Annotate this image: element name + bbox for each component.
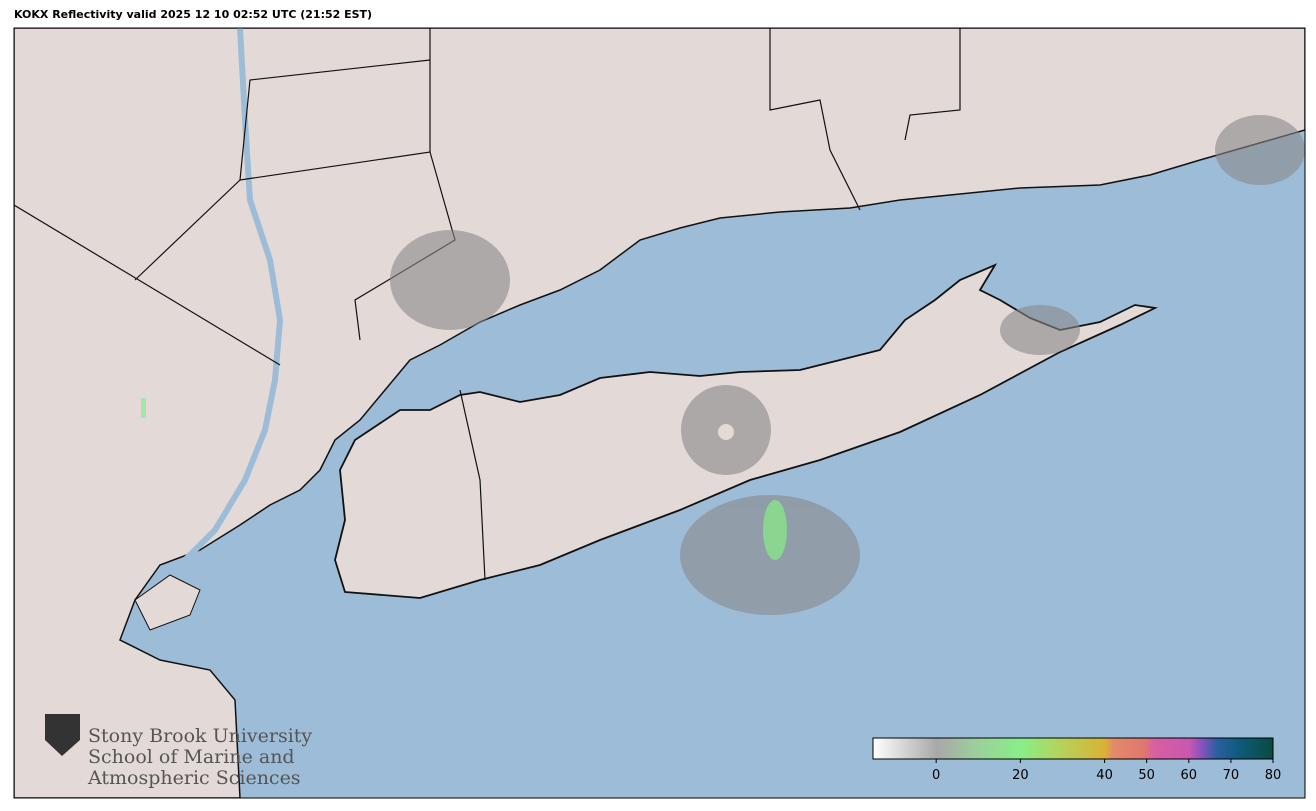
colorbar-tick-label: 50: [1138, 768, 1155, 783]
colorbar-tick-label: 70: [1223, 768, 1240, 783]
mainland: [14, 28, 1305, 798]
radar-echoes-green: [141, 398, 787, 560]
colorbar-tick-label: 80: [1265, 768, 1282, 783]
colorbar-tick-label: 40: [1096, 768, 1113, 783]
colorbar-tick-label: 20: [1012, 768, 1029, 783]
map-title: KOKX Reflectivity valid 2025 12 10 02:52…: [14, 8, 373, 21]
colorbar: [872, 737, 1274, 760]
logo: Stony Brook University School of Marine …: [45, 714, 312, 789]
colorbar-ticks: 0 20 40 50 60 70 80: [932, 759, 1281, 783]
radar-echoes: [390, 115, 1305, 615]
colorbar-tick-label: 0: [932, 768, 940, 783]
staten-island: [134, 574, 201, 631]
map-frame: [13, 27, 1306, 799]
hudson-river: [172, 28, 284, 573]
logo-line: Stony Brook University: [88, 725, 312, 747]
logo-shield: [45, 714, 80, 756]
logo-line: School of Marine and: [88, 746, 295, 768]
map-area: [14, 28, 1305, 798]
colorbar-tick-label: 60: [1181, 768, 1198, 783]
radar-site: [718, 424, 734, 440]
logo-line: Atmospheric Sciences: [87, 767, 301, 789]
